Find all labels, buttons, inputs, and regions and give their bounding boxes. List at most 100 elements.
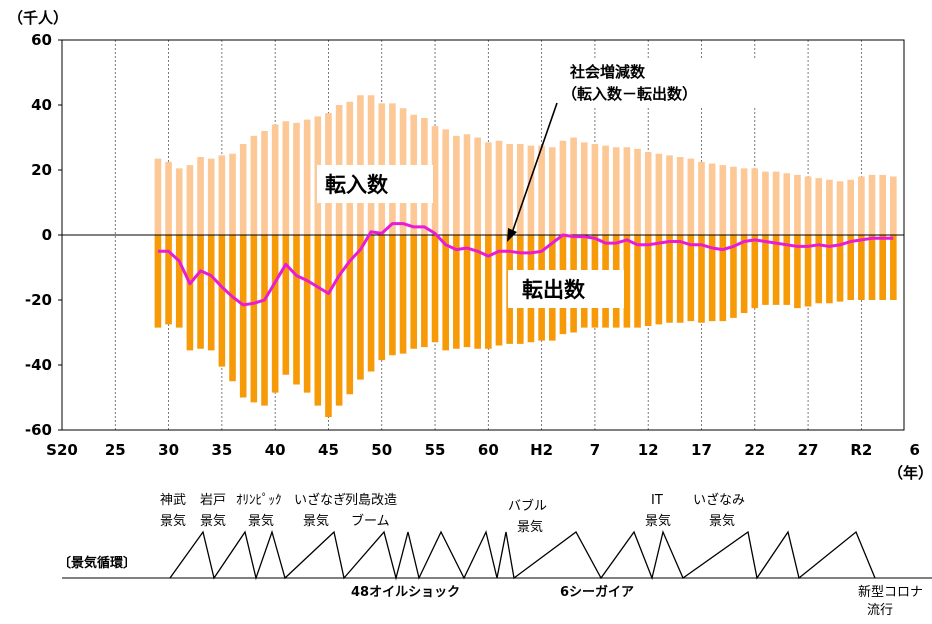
axis-layer xyxy=(58,39,905,431)
boom-label-8b: 景気 xyxy=(709,513,735,529)
y-unit-label: （千人） xyxy=(8,9,68,27)
outflow-bar xyxy=(282,235,290,375)
inflow-bar xyxy=(229,153,236,235)
inflow-series-label: 転入数 xyxy=(325,173,389,197)
boom-label-4: いざなぎ xyxy=(294,492,346,508)
inflow-bar xyxy=(879,174,886,235)
y-tick-label: -20 xyxy=(25,291,52,309)
inflow-bar xyxy=(218,155,226,235)
outflow-bar xyxy=(868,235,876,300)
outflow-bar xyxy=(751,235,759,309)
inflow-bar xyxy=(666,155,673,235)
inflow-bar xyxy=(826,179,833,235)
inflow-bar xyxy=(527,145,535,235)
inflow-bar xyxy=(485,142,492,235)
outflow-bar xyxy=(836,235,844,302)
inflow-bar xyxy=(708,163,716,235)
x-tick-label: 40 xyxy=(265,441,286,459)
outflow-bar xyxy=(698,235,705,323)
cycle-label: 〔景気循環〕 xyxy=(58,555,136,571)
inflow-bar xyxy=(612,147,620,235)
outflow-bar xyxy=(389,235,396,356)
x-tick-label: 27 xyxy=(798,441,819,459)
outflow-bar xyxy=(261,235,268,406)
net-series-label: 社会増減数 xyxy=(569,63,646,81)
y-tick-label: 40 xyxy=(31,96,52,114)
inflow-bar xyxy=(154,158,162,235)
outflow-bar xyxy=(655,235,663,325)
inflow-bar xyxy=(463,134,471,235)
outflow-bar xyxy=(442,235,450,351)
outflow-bar xyxy=(772,235,780,305)
inflow-label-bg xyxy=(317,165,433,203)
business-cycle-panel: 〔景気循環〕 神武 景気 岩戸 景気 ｵﾘﾝﾋﾟｯｸ 景気 いざなぎ 景気 列島… xyxy=(58,492,932,618)
line-layer xyxy=(157,222,894,307)
ticks-layer: S20 25 30 35 40 45 50 55 60 H2 7 12 17 22 27 R2 6 60 40 20 0… xyxy=(25,31,920,459)
inflow-bar xyxy=(580,142,588,235)
inflow-bar xyxy=(293,122,300,235)
inflow-bar xyxy=(740,168,748,235)
x-tick-label: S20 xyxy=(46,441,78,459)
outflow-bar xyxy=(453,235,460,349)
inflow-bar xyxy=(175,168,183,235)
outflow-bar xyxy=(634,235,641,328)
outflow-bar xyxy=(346,235,354,395)
outflow-bar xyxy=(314,235,322,406)
recession-label-2: 6シーガイア xyxy=(560,585,634,600)
x-tick-label: 12 xyxy=(638,441,659,459)
outflow-bar xyxy=(431,235,439,343)
outflow-bar xyxy=(676,235,684,323)
x-tick-label: 6 xyxy=(909,441,919,459)
net-migration-line xyxy=(157,222,894,307)
inflow-bar xyxy=(634,148,641,235)
outflow-label-bg xyxy=(508,270,624,308)
boom-label-5: 列島改造 xyxy=(345,493,397,508)
inflow-bar xyxy=(762,171,769,235)
recession-label-3b: 流行 xyxy=(867,603,893,618)
y-tick-label: 60 xyxy=(31,31,52,49)
net-label-bg xyxy=(560,58,800,108)
x-tick-label: 50 xyxy=(371,441,392,459)
x-tick-label: 35 xyxy=(211,441,232,459)
outflow-bar xyxy=(495,235,503,346)
outflow-bar xyxy=(719,235,727,322)
outflow-series-label: 転出数 xyxy=(522,278,586,302)
outflow-bar xyxy=(794,235,801,309)
y-tick-label: -40 xyxy=(25,356,52,374)
outflow-bar xyxy=(879,235,886,300)
outflow-bar xyxy=(762,235,769,305)
boom-label-3: ｵﾘﾝﾋﾟｯｸ xyxy=(236,493,282,508)
x-tick-label: H2 xyxy=(530,441,553,459)
x-tick-label: 17 xyxy=(691,441,712,459)
inflow-bar xyxy=(495,140,503,235)
inflow-bar xyxy=(570,137,577,235)
net-series-sub-label: （転入数－転出数） xyxy=(562,85,697,103)
boom-label-6b: 景気 xyxy=(517,519,543,535)
inflow-bar xyxy=(783,173,791,235)
inflow-bar xyxy=(623,147,631,235)
inflow-bar xyxy=(250,135,258,235)
outflow-bar xyxy=(239,235,247,398)
inflow-bar xyxy=(431,126,439,235)
outflow-bar xyxy=(271,235,279,393)
x-tick-label: 25 xyxy=(105,441,126,459)
inflow-bar xyxy=(303,119,311,235)
inflow-bar xyxy=(751,168,759,235)
inflow-bar xyxy=(442,129,450,235)
net-label-arrow xyxy=(511,102,558,234)
inflow-bar xyxy=(868,174,876,235)
outflow-bar xyxy=(890,235,897,300)
inflow-bar xyxy=(559,140,567,235)
y-tick-label: 0 xyxy=(42,226,52,244)
outflow-bar xyxy=(708,235,716,322)
boom-label-2b: 景気 xyxy=(200,513,226,529)
inflow-bar xyxy=(207,158,215,235)
inflow-bar xyxy=(186,165,194,235)
boom-label-2: 岩戸 xyxy=(200,493,226,508)
outflow-bar xyxy=(293,235,300,385)
x-unit-label: （年） xyxy=(888,464,932,482)
outflow-bar xyxy=(783,235,791,305)
outflow-bar xyxy=(207,235,215,351)
outflow-bar xyxy=(325,235,332,417)
outflow-bar xyxy=(474,235,481,349)
